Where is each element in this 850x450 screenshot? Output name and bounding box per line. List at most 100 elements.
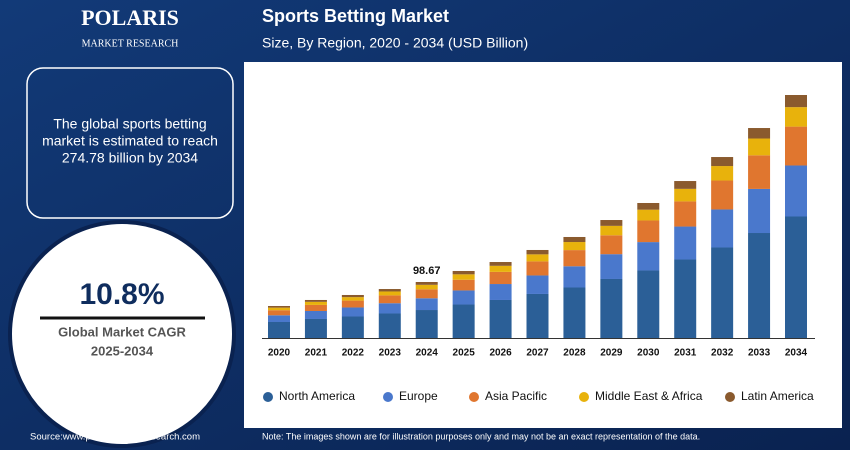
legend-label: Latin America <box>741 389 814 403</box>
bar-segment <box>489 299 512 338</box>
bar-segment <box>748 128 771 139</box>
bar-segment <box>268 307 290 311</box>
bar-segment <box>452 290 475 305</box>
bar-segment <box>415 284 438 290</box>
bar-segment <box>563 242 586 251</box>
bar-segment <box>341 297 364 301</box>
bar-segment <box>563 287 586 338</box>
bar-segment <box>304 310 327 319</box>
x-tick-label: 2025 <box>453 348 476 359</box>
bar-segment <box>341 316 364 338</box>
legend-marker <box>469 392 479 402</box>
bar-segment <box>785 126 807 166</box>
legend-marker <box>579 392 589 402</box>
bar-segment <box>748 138 771 156</box>
bar-segment <box>378 313 401 338</box>
cagr-circle <box>8 220 236 448</box>
bar-segment <box>600 235 623 255</box>
bar-segment <box>674 181 697 189</box>
bar-segment <box>711 180 734 210</box>
x-tick-label: 2030 <box>637 348 660 359</box>
legend-marker <box>725 392 735 402</box>
legend-marker <box>383 392 393 402</box>
bar-segment <box>785 107 807 127</box>
legend-label: Middle East & Africa <box>595 389 703 403</box>
bar-segment <box>341 294 364 298</box>
cagr-value: 10.8% <box>79 278 164 311</box>
bar-segment <box>415 282 438 285</box>
info-box <box>26 67 234 219</box>
x-tick-label: 2032 <box>711 348 734 359</box>
bar-segment <box>489 265 512 272</box>
bar-segment <box>526 275 549 294</box>
chart-title: Sports Betting Market <box>262 6 449 26</box>
bar-segment <box>563 236 586 243</box>
bar-segment <box>268 305 290 308</box>
logo-sub: MARKET RESEARCH <box>82 38 179 49</box>
bar-segment <box>674 226 697 260</box>
x-tick-label: 2021 <box>305 348 328 359</box>
bar-segment <box>452 279 475 291</box>
bar-segment <box>378 289 401 292</box>
bar-segment <box>415 298 438 311</box>
bar-segment <box>526 261 549 276</box>
bar-segment <box>600 254 623 279</box>
legend-marker <box>263 392 273 402</box>
x-tick-label: 2020 <box>268 348 291 359</box>
x-tick-label: 2029 <box>600 348 623 359</box>
cagr-period: 2025-2034 <box>91 343 154 358</box>
legend-label: Asia Pacific <box>485 389 547 403</box>
bar-segment <box>674 201 697 227</box>
bar-segment <box>600 225 623 236</box>
bar-segment <box>526 254 549 262</box>
x-tick-label: 2034 <box>785 348 808 359</box>
bar-segment <box>268 315 290 322</box>
bar-segment <box>785 95 807 108</box>
bar-segment <box>711 209 734 248</box>
bar-segment <box>563 266 586 288</box>
data-label: 98.67 <box>413 265 441 277</box>
x-tick-label: 2031 <box>674 348 697 359</box>
bar-segment <box>452 274 475 280</box>
bar-segment <box>711 157 734 167</box>
bar-segment <box>637 270 660 338</box>
bar-segment <box>268 310 290 316</box>
bar-segment <box>748 188 771 234</box>
chart-panel <box>244 62 842 428</box>
bar-segment <box>304 301 327 305</box>
bar-segment <box>304 299 327 302</box>
bar-segment <box>711 166 734 181</box>
cagr-label: Global Market CAGR <box>58 324 186 339</box>
bar-segment <box>600 278 623 338</box>
bar-segment <box>341 300 364 308</box>
bar-segment <box>304 318 327 338</box>
bar-segment <box>600 220 623 226</box>
info-text: market is estimated to reach <box>42 133 218 149</box>
bar-segment <box>526 293 549 338</box>
legend-label: Europe <box>399 389 438 403</box>
bar-segment <box>748 233 771 338</box>
x-tick-label: 2023 <box>379 348 402 359</box>
bar-segment <box>304 304 327 311</box>
bar-segment <box>637 242 660 271</box>
bar-segment <box>748 155 771 189</box>
x-tick-label: 2033 <box>748 348 771 359</box>
bar-segment <box>674 188 697 202</box>
bar-segment <box>341 307 364 317</box>
x-tick-label: 2022 <box>342 348 365 359</box>
bar-segment <box>785 165 807 217</box>
legend-label: North America <box>279 389 355 403</box>
bar-segment <box>452 304 475 338</box>
bar-segment <box>674 259 697 338</box>
bar-segment <box>637 209 660 221</box>
bar-segment <box>637 220 660 243</box>
info-text: 274.78 billion by 2034 <box>62 150 198 166</box>
bar-segment <box>378 291 401 296</box>
bar-segment <box>489 262 512 266</box>
x-tick-label: 2024 <box>416 348 439 359</box>
bar-segment <box>378 295 401 304</box>
bar-segment <box>563 250 586 267</box>
source: Source:www.polarismarketresearch.com <box>30 432 200 443</box>
x-tick-label: 2026 <box>489 348 512 359</box>
